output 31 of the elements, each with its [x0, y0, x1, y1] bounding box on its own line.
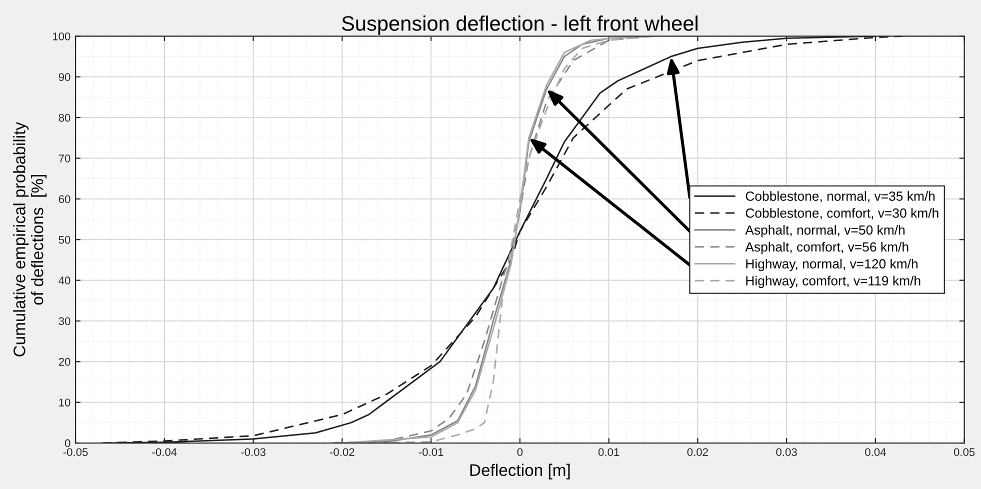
legend-label: Asphalt, comfort, v=56 km/h [745, 242, 908, 254]
chart-title: Suspension deflection - left front wheel [342, 16, 698, 35]
x-tick-label: -0.02 [330, 448, 354, 456]
y-tick-label: 0 [64, 439, 70, 448]
x-tick-label: -0.01 [418, 448, 444, 456]
y-tick-label: 20 [58, 358, 70, 366]
y-tick-label: 60 [58, 195, 70, 204]
y-tick-label: 90 [58, 73, 70, 82]
legend-label: Cobblestone, normal, v=35 km/h [746, 191, 935, 202]
y-tick-label: 100 [52, 32, 70, 40]
x-tick-label: -0.04 [152, 448, 177, 456]
y-tick-label: 80 [58, 114, 70, 122]
legend-label: Highway, normal, v=120 km/h [746, 258, 918, 272]
x-axis-title: Deflection [m] [470, 464, 570, 480]
x-tick-label: 0.05 [954, 448, 975, 456]
y-tick-label: 50 [58, 236, 70, 244]
y-tick-label: 70 [58, 154, 70, 162]
y-axis-title: Cumulative empirical probability of deflections [%] [13, 122, 47, 356]
x-tick-label: 0 [517, 448, 523, 456]
x-tick-label: 0.01 [598, 448, 620, 456]
legend-label: Highway, comfort, v=119 km/h [746, 276, 920, 288]
y-tick-label: 30 [58, 317, 70, 326]
y-tick-label: 10 [59, 398, 70, 406]
x-tick-label: 0.03 [776, 448, 797, 456]
legend-label: Cobblestone, comfort, v=30 km/h [746, 208, 938, 220]
x-tick-label: 0.04 [865, 448, 886, 456]
y-tick-label: 40 [58, 276, 70, 284]
x-tick-label: 0.02 [687, 448, 708, 456]
x-tick-label: -0.05 [63, 448, 88, 456]
legend-label: Asphalt, normal, v=50 km/h [745, 225, 905, 238]
x-tick-label: -0.03 [241, 448, 266, 456]
